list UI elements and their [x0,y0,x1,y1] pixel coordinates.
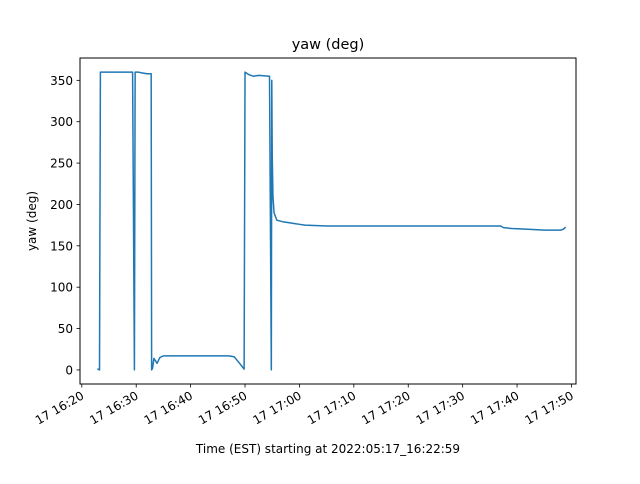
axes-frame [79,57,577,385]
y-tick-label: 50 [58,322,73,336]
plot-area [97,71,567,371]
x-axis-label: Time (EST) starting at 2022:05:17_16:22:… [195,442,460,456]
y-tick-label: 300 [50,115,73,129]
chart-title: yaw (deg) [292,37,365,53]
y-axis-ticks: 0 50 100 150 200 250 300 350 [50,74,80,377]
y-axis-label: yaw (deg) [25,191,39,251]
y-tick-label: 200 [50,198,73,212]
y-tick-label: 250 [50,157,73,171]
y-tick-label: 350 [50,74,73,88]
series-line-0 [97,71,567,371]
y-tick-label: 150 [50,239,73,253]
y-tick-label: 0 [65,363,73,377]
y-tick-label: 100 [50,281,73,295]
